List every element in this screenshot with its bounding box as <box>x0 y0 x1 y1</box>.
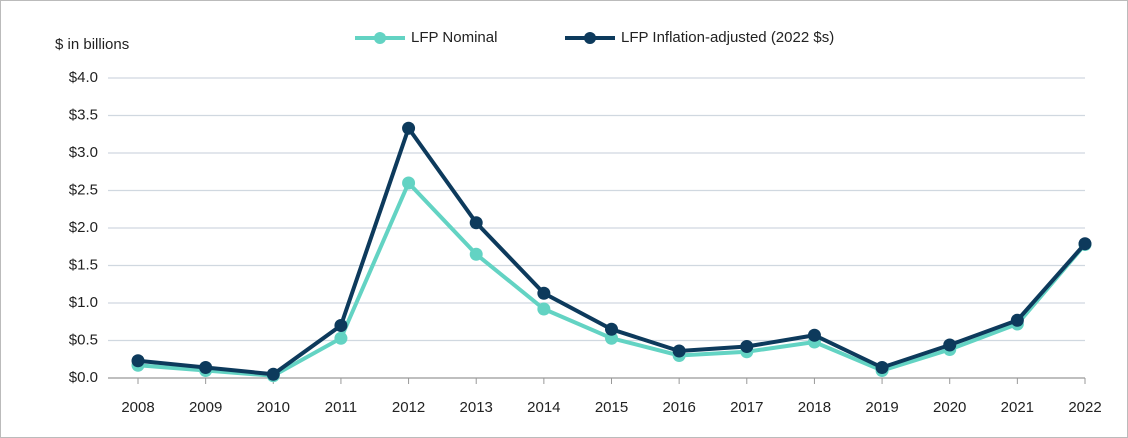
point <box>199 361 213 374</box>
point <box>605 331 618 345</box>
y-tick-label: $4.0 <box>69 69 98 86</box>
point <box>402 176 416 190</box>
point <box>402 121 416 135</box>
y-tick-label: $2.0 <box>69 219 98 236</box>
x-tick-label: 2008 <box>121 399 154 416</box>
x-tick-label: 2017 <box>730 399 763 416</box>
y-axis-label: $ in billions <box>55 36 129 53</box>
x-tick-label: 2021 <box>1001 399 1034 416</box>
x-tick-label: 2018 <box>798 399 831 416</box>
point <box>943 338 957 352</box>
point <box>672 344 686 358</box>
y-tick-label: $0.0 <box>69 369 98 386</box>
x-tick-label: 2011 <box>325 399 357 416</box>
x-tick-label: 2012 <box>392 399 425 416</box>
y-tick-label: $1.5 <box>69 256 98 273</box>
point <box>537 302 551 316</box>
legend-label: LFP Inflation-adjusted (2022 $s) <box>621 29 834 46</box>
point <box>740 340 754 353</box>
x-tick-label: 2013 <box>460 399 493 416</box>
x-tick-label: 2010 <box>257 399 290 416</box>
point <box>1078 237 1092 251</box>
y-tick-label: $3.0 <box>69 144 98 161</box>
x-tick-label: 2019 <box>865 399 898 416</box>
point <box>131 354 145 368</box>
legend-marker <box>584 32 596 44</box>
y-tick-label: $3.5 <box>69 106 98 123</box>
legend-marker <box>374 32 386 44</box>
y-tick-label: $2.5 <box>69 181 98 198</box>
y-tick-label: $1.0 <box>69 294 98 311</box>
x-tick-label: 2022 <box>1068 399 1101 416</box>
point <box>334 331 348 345</box>
point <box>469 247 483 261</box>
x-tick-label: 2015 <box>595 399 628 416</box>
point <box>807 328 821 342</box>
point <box>875 361 889 374</box>
x-tick-label: 2014 <box>527 399 560 416</box>
point <box>605 322 618 336</box>
x-tick-label: 2020 <box>933 399 966 416</box>
point <box>1010 313 1024 327</box>
x-tick-label: 2016 <box>662 399 695 416</box>
point <box>537 286 551 300</box>
y-tick-label: $0.5 <box>69 331 98 348</box>
point <box>266 367 280 381</box>
legend-label: LFP Nominal <box>411 29 497 46</box>
x-tick-label: 2009 <box>189 399 222 416</box>
point <box>469 216 483 230</box>
point <box>334 319 348 332</box>
